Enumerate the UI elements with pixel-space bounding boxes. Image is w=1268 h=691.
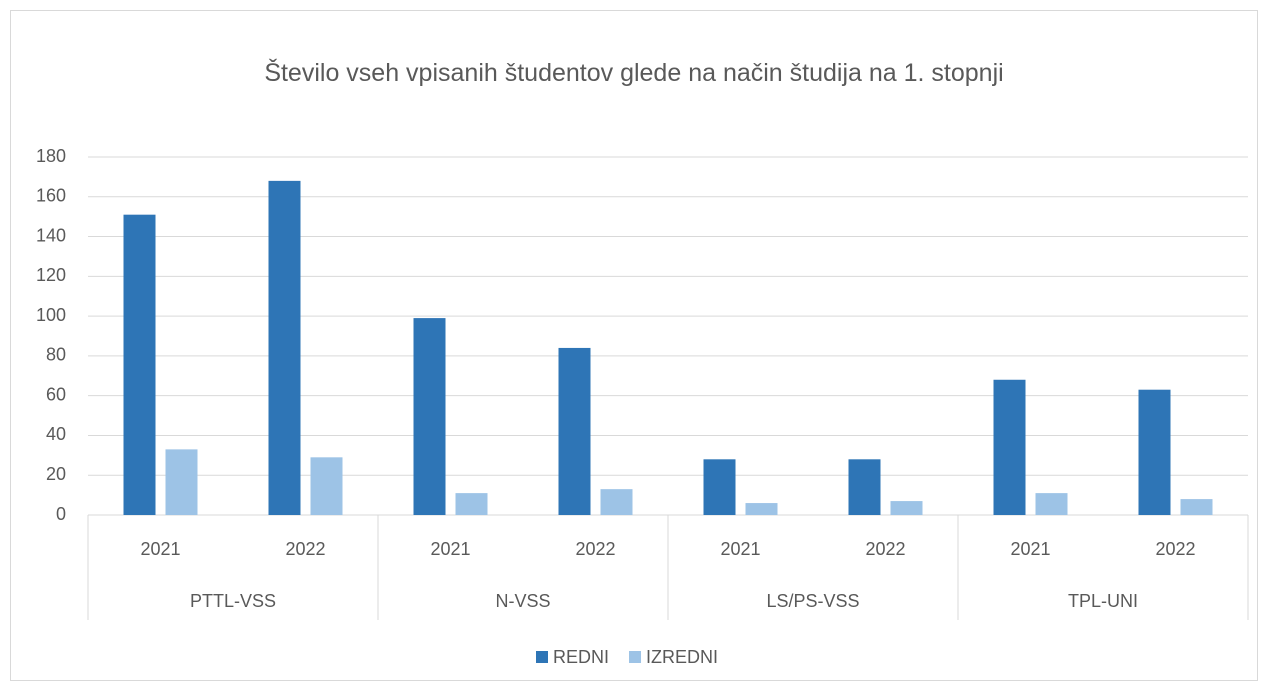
bar xyxy=(745,503,778,515)
y-tick-label: 40 xyxy=(46,424,66,444)
legend-swatch xyxy=(629,651,642,663)
bar xyxy=(455,493,488,515)
x-tick-label: 2022 xyxy=(865,539,905,559)
legend-label: REDNI xyxy=(553,647,609,667)
y-tick-label: 80 xyxy=(46,345,66,365)
bar xyxy=(123,214,156,515)
legend-label: IZREDNI xyxy=(646,647,718,667)
bar xyxy=(165,449,198,515)
x-tick-label: 2022 xyxy=(285,539,325,559)
y-tick-label: 180 xyxy=(36,146,66,166)
x-tick-label: 2022 xyxy=(575,539,615,559)
x-tick-label: 2021 xyxy=(1010,539,1050,559)
bar xyxy=(703,459,736,515)
y-tick-label: 60 xyxy=(46,384,66,404)
y-tick-label: 120 xyxy=(36,265,66,285)
bar xyxy=(1035,493,1068,515)
x-tick-label: 2021 xyxy=(720,539,760,559)
y-tick-label: 20 xyxy=(46,464,66,484)
group-label: TPL-UNI xyxy=(1068,591,1138,611)
x-tick-label: 2021 xyxy=(430,539,470,559)
chart-border xyxy=(10,10,1258,681)
y-tick-label: 100 xyxy=(36,305,66,325)
group-label: PTTL-VSS xyxy=(190,591,276,611)
chart-title: Število vseh vpisanih študentov glede na… xyxy=(264,59,1004,87)
bar xyxy=(268,180,301,515)
legend-swatch xyxy=(536,651,548,663)
bar xyxy=(413,318,446,515)
y-tick-label: 140 xyxy=(36,225,66,245)
bar xyxy=(848,459,881,515)
bar xyxy=(600,489,633,515)
group-label: LS/PS-VSS xyxy=(766,591,859,611)
group-label: N-VSS xyxy=(495,591,550,611)
y-tick-label: 160 xyxy=(36,186,66,206)
bar xyxy=(890,501,923,515)
bar xyxy=(1138,389,1171,515)
bar xyxy=(1180,499,1213,515)
bar xyxy=(310,457,343,515)
bar xyxy=(558,347,591,515)
y-tick-label: 0 xyxy=(56,504,66,524)
bar xyxy=(993,379,1026,515)
x-tick-label: 2022 xyxy=(1155,539,1195,559)
x-tick-label: 2021 xyxy=(140,539,180,559)
